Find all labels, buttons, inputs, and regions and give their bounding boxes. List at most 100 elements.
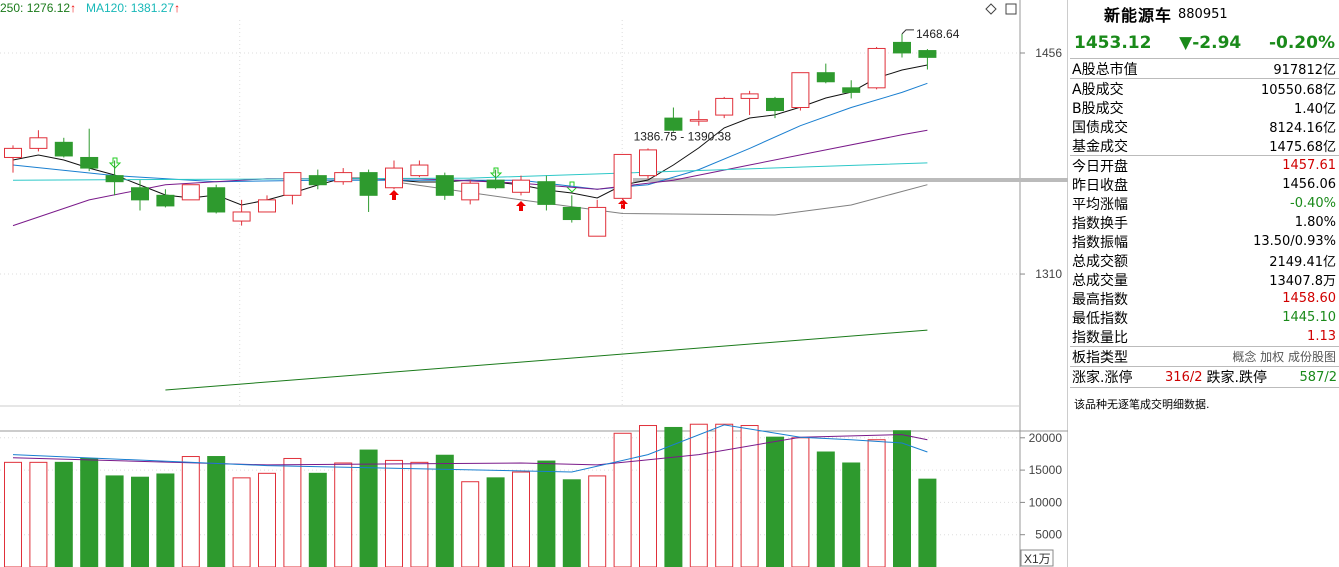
candle-body	[816, 72, 835, 83]
stat-value: 1456.06	[1282, 177, 1336, 192]
price: 1453.12	[1074, 33, 1152, 53]
stat-row: 今日开盘 1457.61	[1070, 156, 1339, 175]
window-icon[interactable]	[1005, 3, 1017, 15]
stats: A股总市值 917812亿 A股成交 10550.68亿 B股成交 1.40亿 国债成交 81…	[1070, 59, 1339, 367]
buy-arrow	[389, 190, 399, 200]
stat-label: 基金成交	[1072, 138, 1128, 155]
annotation-pointer	[901, 29, 914, 35]
ma-line	[12, 129, 928, 227]
volume-bar	[29, 461, 48, 567]
volume-bar	[131, 476, 149, 567]
candle-body	[512, 179, 530, 193]
stat-section: 今日开盘 1457.61 昨日收盘 1456.06 平均涨幅 -0.40% 指数换手 1.80…	[1070, 156, 1339, 347]
stat-row: 指数量比 1.13	[1070, 327, 1339, 346]
y-tick-label: 1456	[1035, 46, 1062, 60]
candle-body	[29, 137, 48, 149]
stat-value: 13.50/0.93%	[1253, 234, 1336, 249]
volume-bar	[385, 459, 403, 567]
diamond-icon[interactable]	[985, 3, 997, 15]
candle-body	[308, 175, 327, 186]
volume-bar	[283, 457, 302, 567]
volume-bar	[816, 451, 835, 567]
ma-value: 250: 1276.12	[0, 1, 70, 15]
stat-value: 1458.60	[1282, 291, 1336, 306]
candle-body	[258, 199, 276, 213]
y-tick-label: 10000	[1029, 495, 1063, 509]
price-row: 1453.12 ▼-2.94 -0.20%	[1070, 28, 1339, 59]
stat-label: 最高指数	[1072, 291, 1128, 308]
ma-label: 250: 1276.12↑	[0, 1, 76, 15]
stat-value: 8124.16亿	[1269, 121, 1336, 136]
volume-bar	[893, 430, 911, 567]
stat-row: A股总市值 917812亿	[1070, 59, 1339, 79]
stat-label: 国债成交	[1072, 119, 1128, 136]
volume-bar	[435, 454, 454, 567]
candle-body	[435, 175, 454, 196]
volume-bar	[105, 475, 124, 567]
candle-body	[359, 172, 378, 196]
volume-bar	[4, 461, 22, 567]
volume-bar	[207, 456, 226, 567]
volume-bar	[156, 473, 175, 567]
candle-body	[410, 164, 429, 177]
candle-body	[664, 117, 683, 131]
stat-label: 平均涨幅	[1072, 196, 1128, 213]
candle-body	[4, 147, 22, 158]
quote-panel: 新能源车 880951 1453.12 ▼-2.94 -0.20% A股总市值 9…	[1070, 0, 1339, 567]
stat-row: 板指类型 概念 加权 成份股图	[1070, 347, 1339, 366]
candle-body	[689, 119, 708, 122]
candle-body	[131, 187, 149, 201]
breadth-label: 跌家.跌停	[1206, 370, 1267, 386]
stat-row: 总成交量 13407.8万	[1070, 270, 1339, 290]
stat-value: -0.40%	[1290, 196, 1336, 211]
volume-bar	[715, 423, 734, 567]
ma-line	[12, 162, 928, 181]
candle-body	[334, 172, 353, 183]
index-code: 880951	[1178, 6, 1228, 22]
stat-label: 总成交量	[1072, 272, 1128, 289]
candle-body	[232, 211, 251, 222]
volume-bar	[359, 449, 378, 567]
stat-row: 指数换手 1.80%	[1070, 213, 1339, 232]
candle-body	[461, 182, 480, 201]
volume-bar	[588, 475, 607, 567]
volume-bar	[842, 462, 861, 567]
stat-label: 指数振幅	[1072, 234, 1128, 251]
stat-row: 昨日收盘 1456.06	[1070, 175, 1339, 194]
candle-body	[588, 206, 607, 237]
volume-bar	[740, 425, 759, 567]
ma-arrow: ↑	[174, 1, 180, 15]
buy-arrow	[618, 199, 628, 209]
stat-label: 板指类型	[1072, 349, 1128, 366]
stat-row: A股成交 10550.68亿	[1070, 79, 1339, 99]
volume-bar	[258, 472, 276, 567]
stat-value: 1.13	[1307, 329, 1336, 344]
ma-label: MA120: 1381.27↑	[86, 1, 180, 15]
volume-bar	[537, 460, 556, 567]
stat-value: 13407.8万	[1269, 274, 1336, 289]
volume-bar	[461, 481, 480, 567]
stat-label: 指数换手	[1072, 215, 1128, 232]
index-name: 新能源车	[1104, 6, 1173, 25]
candle-body	[918, 50, 937, 58]
stat-value: 10550.68亿	[1260, 83, 1336, 98]
stat-label: 指数量比	[1072, 329, 1128, 346]
ma-line	[12, 424, 928, 473]
stat-row: 最高指数 1458.60	[1070, 289, 1339, 308]
candle-body	[486, 179, 505, 189]
unit-label: X1万	[1024, 552, 1051, 566]
volume-bar	[334, 462, 353, 567]
stat-row: 国债成交 8124.16亿	[1070, 117, 1339, 137]
signal-arrows	[108, 157, 628, 211]
volume-bar	[232, 477, 251, 567]
volume-bar	[181, 456, 200, 567]
ma-value: MA120: 1381.27	[86, 1, 174, 15]
volume-bar	[766, 436, 784, 567]
candle-body	[54, 141, 73, 157]
volume-bar	[308, 472, 327, 567]
stat-row: 基金成交 1475.68亿	[1070, 136, 1339, 156]
annotation: 1386.75 - 1390.38	[634, 129, 732, 143]
stat-label: B股成交	[1072, 100, 1124, 117]
stat-label: 总成交额	[1072, 253, 1128, 270]
